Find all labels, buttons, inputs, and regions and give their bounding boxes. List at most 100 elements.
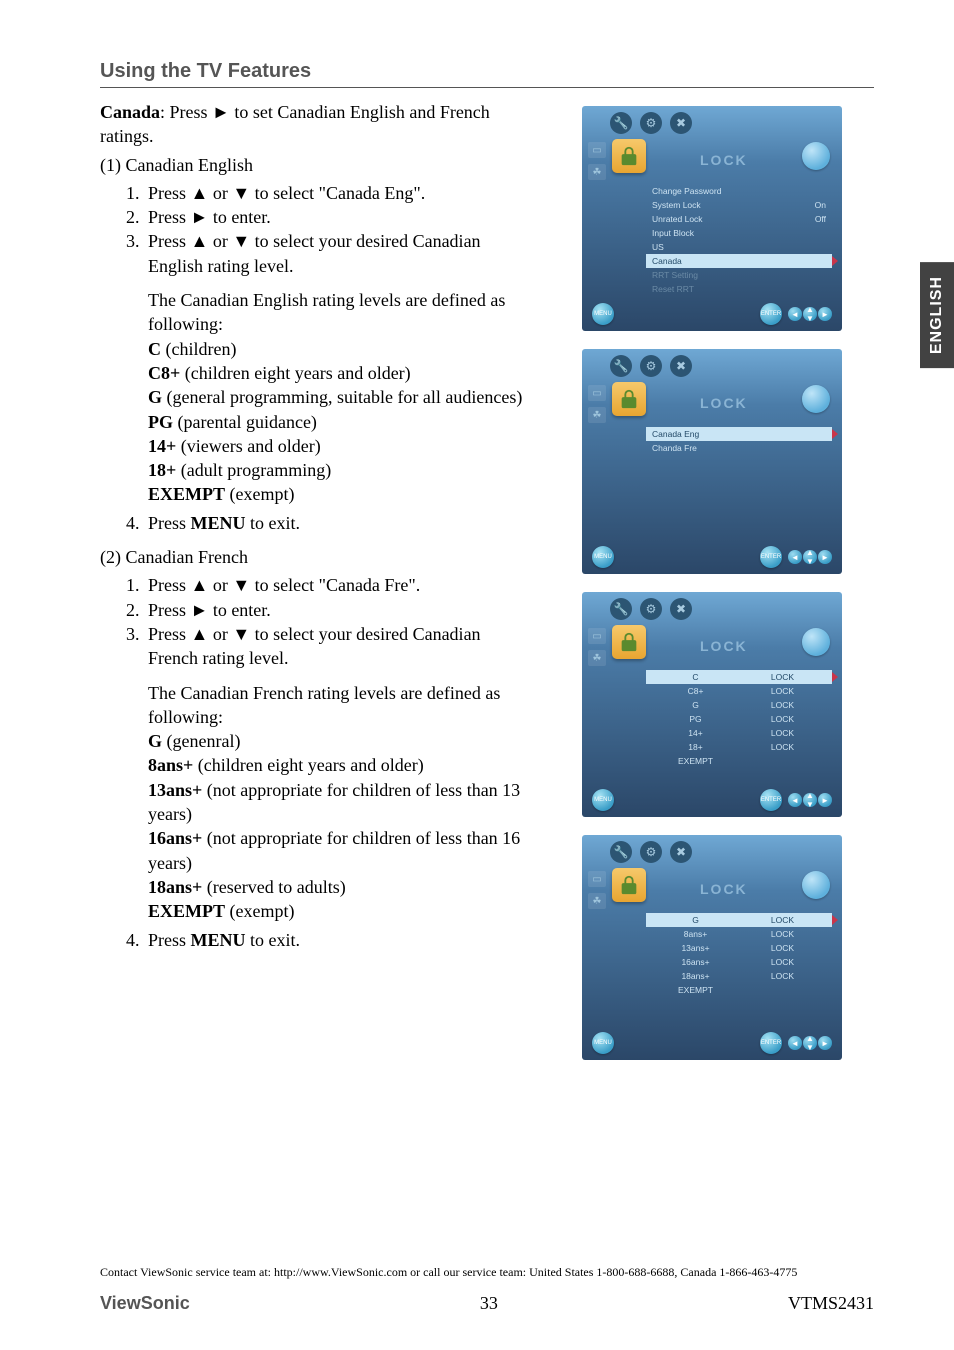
gear-icon: ⚙ <box>640 598 662 620</box>
nav-arrows-icon: ◄▲▼► <box>788 307 832 321</box>
monitor-icon: ▭ <box>588 385 606 401</box>
rating-desc: (general programming, suitable for all a… <box>162 387 522 407</box>
tv-row-key: EXEMPT <box>652 985 739 995</box>
step-text: Press ▲ or ▼ to select "Canada Eng". <box>148 181 530 205</box>
step-text: Press ▲ or ▼ to select "Canada Fre". <box>148 573 530 597</box>
gear-icon: ⚙ <box>640 841 662 863</box>
tv-row-key: Input Block <box>652 228 694 238</box>
footer-brand: ViewSonic <box>100 1293 190 1314</box>
bubble-icon <box>802 142 830 170</box>
tv-row-key: G <box>652 700 739 710</box>
tools-icon: ✖ <box>670 355 692 377</box>
tools-icon: ✖ <box>670 841 692 863</box>
tv-row-key: Chanda Fre <box>652 443 697 453</box>
nav-arrows-icon: ◄▲▼► <box>788 793 832 807</box>
tv-row-val: LOCK <box>739 929 826 939</box>
tv-menu-list: Change PasswordSystem LockOnUnrated Lock… <box>646 184 832 296</box>
eng-steps: 1.Press ▲ or ▼ to select "Canada Eng". 2… <box>126 181 530 278</box>
step-num: 2. <box>126 205 148 229</box>
tv-row-val: LOCK <box>739 943 826 953</box>
tv-menu-row: System LockOn <box>646 198 832 212</box>
step-num: 4. <box>126 928 148 952</box>
tv-row-val: LOCK <box>739 742 826 752</box>
tv-menu-row: GLOCK <box>646 698 832 712</box>
tv-menu-row: US <box>646 240 832 254</box>
menu-button-icon: MENU <box>592 303 614 325</box>
step-text: Press ► to enter. <box>148 598 530 622</box>
bubble-icon <box>802 385 830 413</box>
tv-row-key: 16ans+ <box>652 957 739 967</box>
menu-word: MENU <box>191 513 246 533</box>
tv-menu-row: 16ans+LOCK <box>646 955 832 969</box>
rating-desc: (reserved to adults) <box>202 877 345 897</box>
tv-menu-row: 14+LOCK <box>646 726 832 740</box>
tv-screenshot-1: 🔧⚙✖▭☘LOCKChange PasswordSystem LockOnUnr… <box>582 106 842 331</box>
tv-row-key: G <box>652 915 739 925</box>
tv-row-key: Unrated Lock <box>652 214 703 224</box>
wrench-icon: 🔧 <box>610 841 632 863</box>
lock-icon <box>612 868 646 902</box>
gear-icon: ⚙ <box>640 112 662 134</box>
rating-desc: (children eight years and older) <box>193 755 423 775</box>
rating-desc: (viewers and older) <box>176 436 320 456</box>
monitor-icon: ▭ <box>588 628 606 644</box>
leaf-icon: ☘ <box>588 893 606 909</box>
bubble-icon <box>802 871 830 899</box>
rating-code: C <box>148 339 161 359</box>
tv-row-val: LOCK <box>739 728 826 738</box>
step-text: Press ► to enter. <box>148 205 530 229</box>
gear-icon: ⚙ <box>640 355 662 377</box>
rating-code: 18+ <box>148 460 176 480</box>
rating-desc: (parental guidance) <box>173 412 317 432</box>
tv-row-key: Canada Eng <box>652 429 699 439</box>
rating-code: 18ans+ <box>148 877 202 897</box>
tv-menu-row: 13ans+LOCK <box>646 941 832 955</box>
tv-menu-list: CLOCKC8+LOCKGLOCKPGLOCK14+LOCK18+LOCKEXE… <box>646 670 832 768</box>
tv-row-val: LOCK <box>739 700 826 710</box>
footer-model: VTMS2431 <box>788 1293 874 1314</box>
eng-heading: (1) Canadian English <box>100 153 530 177</box>
tv-row-key: PG <box>652 714 739 724</box>
tv-row-val: LOCK <box>739 915 826 925</box>
enter-button-icon: ENTER <box>760 303 782 325</box>
tv-menu-row: GLOCK <box>646 913 832 927</box>
tv-title: LOCK <box>700 638 748 654</box>
tv-row-key: RRT Setting <box>652 270 698 280</box>
tv-menu-row: Canada Eng <box>646 427 832 441</box>
rating-code: 13ans+ <box>148 780 202 800</box>
menu-button-icon: MENU <box>592 546 614 568</box>
tv-menu-row: EXEMPT <box>646 754 832 768</box>
tv-title: LOCK <box>700 152 748 168</box>
tv-menu-list: GLOCK8ans+LOCK13ans+LOCK16ans+LOCK18ans+… <box>646 913 832 997</box>
tv-row-val: LOCK <box>739 971 826 981</box>
language-tab: ENGLISH <box>920 262 954 368</box>
step-num: 4. <box>126 511 148 535</box>
menu-button-icon: MENU <box>592 1032 614 1054</box>
monitor-icon: ▭ <box>588 871 606 887</box>
tv-row-key: Reset RRT <box>652 284 694 294</box>
leaf-icon: ☘ <box>588 164 606 180</box>
rating-code: C8+ <box>148 363 180 383</box>
menu-button-icon: MENU <box>592 789 614 811</box>
tools-icon: ✖ <box>670 598 692 620</box>
footer-page: 33 <box>480 1293 498 1314</box>
tv-menu-row: Reset RRT <box>646 282 832 296</box>
tv-menu-row: CLOCK <box>646 670 832 684</box>
rating-desc: (adult programming) <box>176 460 331 480</box>
tv-row-key: 8ans+ <box>652 929 739 939</box>
eng-def-intro: The Canadian English rating levels are d… <box>148 288 530 337</box>
rating-desc: (not appropriate for children of less th… <box>148 780 520 824</box>
bubble-icon <box>802 628 830 656</box>
lock-icon <box>612 625 646 659</box>
tv-row-val: Off <box>815 214 826 224</box>
tools-icon: ✖ <box>670 112 692 134</box>
tv-menu-row: Chanda Fre <box>646 441 832 455</box>
tv-menu-row: 8ans+LOCK <box>646 927 832 941</box>
tv-menu-row: Canada <box>646 254 832 268</box>
tv-title: LOCK <box>700 395 748 411</box>
tv-row-key: C8+ <box>652 686 739 696</box>
content-row: Canada: Press ► to set Canadian English … <box>100 100 874 1060</box>
tv-menu-row: RRT Setting <box>646 268 832 282</box>
footer-note: Contact ViewSonic service team at: http:… <box>100 1265 874 1280</box>
fre-heading: (2) Canadian French <box>100 545 530 569</box>
